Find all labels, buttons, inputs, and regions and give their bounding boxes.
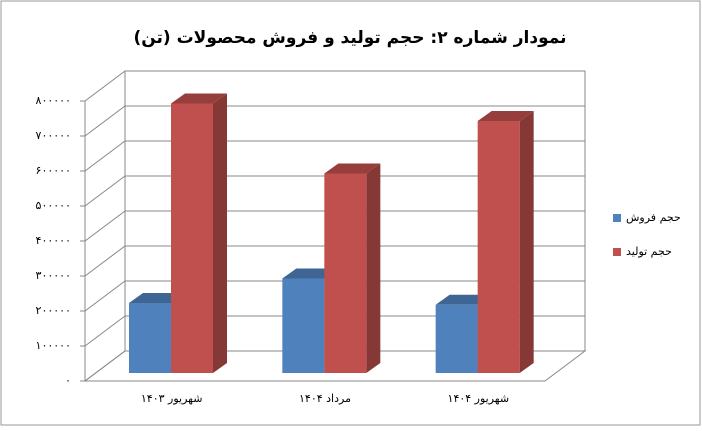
- bar-side: [519, 111, 534, 373]
- x-tick-label: شهریور ۱۴۰۳: [141, 392, 203, 405]
- y-tick-label: ۸۰۰۰۰۰: [36, 94, 71, 107]
- bar: [324, 173, 367, 373]
- chart-title: نمودار شماره ۲: حجم تولید و فروش محصولات…: [133, 28, 566, 48]
- bar: [477, 121, 520, 373]
- grid-line: [84, 245, 126, 277]
- bar: [435, 304, 478, 373]
- x-tick-label: مرداد ۱۴۰۴: [299, 392, 351, 405]
- legend-swatch: [613, 248, 621, 256]
- y-tick-label: ۲۰۰۰۰۰: [36, 304, 71, 317]
- y-tick-label: ۵۰۰۰۰۰: [36, 199, 71, 212]
- grid-line: [84, 350, 126, 382]
- bar-side: [366, 163, 381, 373]
- legend-label: حجم تولید: [626, 245, 672, 258]
- grid-line: [84, 280, 126, 312]
- bar: [129, 303, 171, 373]
- grid-line: [84, 70, 126, 102]
- bar-top: [477, 111, 534, 121]
- y-tick-label: ۴۰۰۰۰۰: [36, 234, 71, 247]
- grid-line: [84, 105, 126, 137]
- bar: [171, 103, 213, 373]
- y-tick-label: ۳۰۰۰۰۰: [36, 269, 71, 282]
- bar-top: [324, 163, 381, 174]
- y-tick-label: ۶۰۰۰۰۰: [36, 164, 71, 177]
- grid-line: [84, 140, 126, 172]
- bar: [282, 278, 325, 373]
- grid-line: [84, 175, 126, 207]
- bar-side: [213, 93, 227, 373]
- y-tick-label: ۱۰۰۰۰۰: [36, 339, 71, 352]
- grid-line: [84, 315, 126, 347]
- grid-line: [84, 210, 126, 242]
- legend-swatch: [613, 214, 621, 222]
- y-tick-label: ۰: [65, 374, 71, 387]
- bar-top: [171, 93, 227, 104]
- legend-label: حجم فروش: [626, 211, 681, 224]
- x-tick-label: شهریور ۱۴۰۴: [448, 392, 510, 405]
- y-tick-label: ۷۰۰۰۰۰: [36, 129, 71, 142]
